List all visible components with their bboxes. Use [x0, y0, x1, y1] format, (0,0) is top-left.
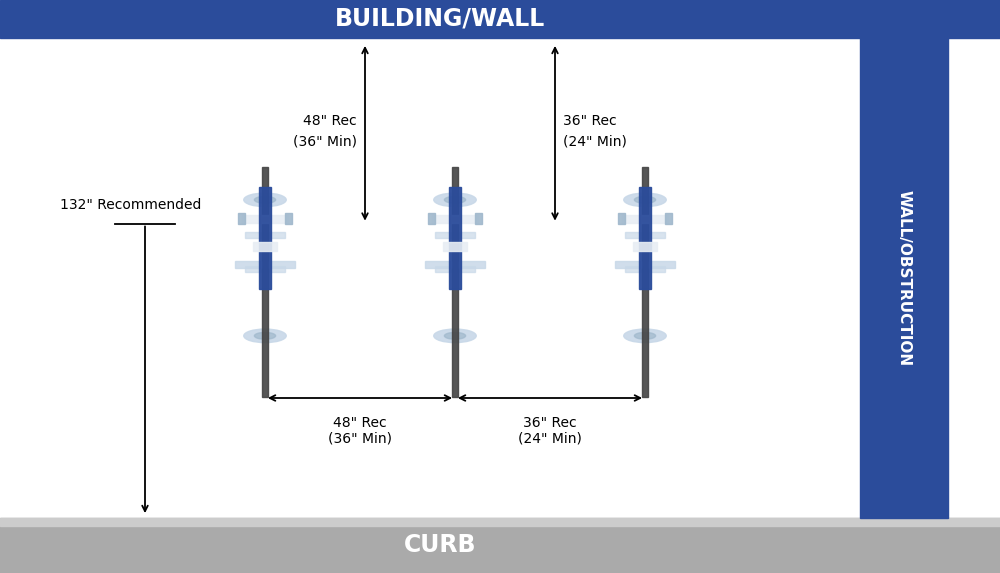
Text: (24" Min): (24" Min) [518, 432, 582, 446]
Bar [639, 187, 651, 289]
Bar [449, 187, 461, 289]
Text: WALL/OBSTRUCTION: WALL/OBSTRUCTION [896, 190, 912, 366]
Ellipse shape [434, 329, 476, 343]
Bar [435, 232, 475, 238]
Ellipse shape [244, 193, 286, 207]
Ellipse shape [444, 332, 466, 339]
Bar [245, 232, 285, 238]
Ellipse shape [434, 193, 476, 207]
Text: (36" Min): (36" Min) [328, 432, 392, 446]
Text: 48" Rec: 48" Rec [333, 416, 387, 430]
Ellipse shape [634, 197, 656, 203]
Text: 48" Rec: 48" Rec [303, 114, 357, 128]
Text: BUILDING/WALL: BUILDING/WALL [335, 7, 545, 31]
Bar [618, 213, 625, 225]
Bar [0, 518, 1000, 573]
Ellipse shape [444, 197, 466, 203]
Bar [425, 261, 451, 268]
Bar [238, 213, 245, 225]
Text: CURB: CURB [404, 533, 476, 558]
Bar [642, 167, 648, 397]
Bar [285, 213, 292, 225]
Bar [0, 518, 1000, 526]
Bar [452, 167, 458, 397]
Text: (36" Min): (36" Min) [293, 134, 357, 148]
Ellipse shape [254, 197, 276, 203]
Bar [665, 213, 672, 225]
Bar [625, 266, 665, 272]
Text: 36" Rec: 36" Rec [523, 416, 577, 430]
Bar [235, 261, 261, 268]
Ellipse shape [254, 332, 276, 339]
Ellipse shape [244, 329, 286, 343]
Bar [259, 187, 271, 289]
Bar [253, 242, 277, 251]
Bar [459, 261, 485, 268]
Bar [625, 232, 665, 238]
Bar [428, 213, 435, 225]
Ellipse shape [624, 193, 666, 207]
Bar [633, 242, 657, 251]
Ellipse shape [624, 329, 666, 343]
Bar [245, 266, 285, 272]
Text: 132" Recommended: 132" Recommended [60, 198, 201, 211]
Bar [242, 215, 288, 223]
Bar [262, 167, 268, 397]
Bar [860, 38, 948, 518]
Bar [475, 213, 482, 225]
Text: (24" Min): (24" Min) [563, 134, 627, 148]
Ellipse shape [634, 332, 656, 339]
Bar [435, 266, 475, 272]
Bar [0, 0, 1000, 38]
Bar [622, 215, 668, 223]
Bar [615, 261, 641, 268]
Bar [443, 242, 467, 251]
Bar [269, 261, 295, 268]
Bar [432, 215, 478, 223]
Bar [649, 261, 675, 268]
Text: 36" Rec: 36" Rec [563, 114, 617, 128]
